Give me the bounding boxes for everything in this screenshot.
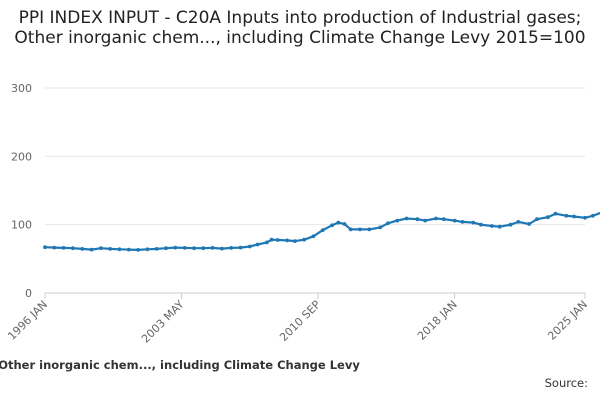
data-point[interactable] <box>367 227 372 232</box>
data-point[interactable] <box>99 246 103 251</box>
data-point[interactable] <box>210 246 215 250</box>
data-point[interactable] <box>479 222 483 227</box>
legend-entry[interactable]: C20A Inputs into production of Industria… <box>0 358 360 372</box>
data-point[interactable] <box>441 217 446 222</box>
chart-title: PPI INDEX INPUT - C20A Inputs into produ… <box>14 8 586 48</box>
data-point[interactable] <box>269 237 274 242</box>
data-point[interactable] <box>302 237 306 242</box>
x-axis-ticks: 1996 JAN 2003 MAY 2010 SEP 2018 JAN 2025 JAN <box>5 293 590 346</box>
data-point[interactable] <box>358 227 362 232</box>
data-point[interactable] <box>238 245 243 250</box>
data-point[interactable] <box>460 220 465 224</box>
data-point[interactable] <box>404 216 409 221</box>
data-point[interactable] <box>145 247 150 252</box>
data-point[interactable] <box>247 244 252 249</box>
legend: C20A Inputs into production of Industria… <box>0 358 600 374</box>
data-point[interactable] <box>285 238 289 243</box>
data-point[interactable] <box>490 224 494 228</box>
data-point[interactable] <box>590 213 595 218</box>
y-axis-ticks: 0 100 200 300 <box>11 82 32 300</box>
data-point[interactable] <box>126 247 131 252</box>
data-point[interactable] <box>173 245 178 250</box>
data-point[interactable] <box>564 213 569 218</box>
series-line <box>44 211 600 251</box>
data-point[interactable] <box>395 218 400 223</box>
data-point[interactable] <box>61 246 66 250</box>
data-point[interactable] <box>516 220 521 224</box>
data-point[interactable] <box>220 246 224 251</box>
data-point[interactable] <box>583 215 587 220</box>
data-point[interactable] <box>386 221 390 226</box>
y-tick-label: 100 <box>11 219 32 232</box>
data-point[interactable] <box>71 246 75 251</box>
data-point[interactable] <box>348 227 353 232</box>
data-point[interactable] <box>201 246 206 251</box>
data-point[interactable] <box>572 214 576 219</box>
data-point[interactable] <box>108 247 113 251</box>
data-point[interactable] <box>471 220 476 225</box>
x-tick-label: 2003 MAY <box>139 298 187 346</box>
data-point[interactable] <box>136 248 141 252</box>
data-point[interactable] <box>255 242 260 247</box>
data-point[interactable] <box>292 239 297 244</box>
data-point[interactable] <box>434 216 438 221</box>
data-point[interactable] <box>330 223 334 228</box>
grid-layer <box>45 87 585 226</box>
series-points <box>43 211 595 252</box>
source-label: Source: <box>544 376 588 390</box>
data-point[interactable] <box>80 247 85 251</box>
data-point[interactable] <box>553 211 558 216</box>
x-tick-label: 2010 SEP <box>277 298 323 344</box>
data-point[interactable] <box>535 217 539 222</box>
data-point[interactable] <box>52 245 57 250</box>
data-point[interactable] <box>89 247 94 252</box>
data-point[interactable] <box>336 220 341 225</box>
data-point[interactable] <box>497 224 502 229</box>
data-point[interactable] <box>378 225 383 230</box>
data-point[interactable] <box>452 218 457 223</box>
data-point[interactable] <box>545 215 550 220</box>
data-point[interactable] <box>415 217 420 222</box>
data-point[interactable] <box>229 246 234 250</box>
data-point[interactable] <box>265 240 269 245</box>
data-point[interactable] <box>342 222 347 226</box>
y-tick-label: 300 <box>11 82 32 95</box>
x-tick-label: 2025 JAN <box>545 298 590 343</box>
data-point[interactable] <box>117 247 122 252</box>
x-tick-label: 2018 JAN <box>415 298 460 343</box>
data-point[interactable] <box>423 218 428 223</box>
y-tick-label: 0 <box>25 287 32 300</box>
data-point[interactable] <box>182 246 187 250</box>
data-point[interactable] <box>154 247 159 251</box>
data-point[interactable] <box>527 222 531 226</box>
data-point[interactable] <box>508 222 513 227</box>
data-point[interactable] <box>320 228 325 233</box>
data-point[interactable] <box>311 234 316 239</box>
data-point[interactable] <box>275 238 280 242</box>
x-tick-label: 1996 JAN <box>5 298 50 343</box>
data-point[interactable] <box>164 246 168 251</box>
y-tick-label: 200 <box>11 150 32 163</box>
data-point[interactable] <box>43 245 47 250</box>
data-point[interactable] <box>192 246 196 251</box>
